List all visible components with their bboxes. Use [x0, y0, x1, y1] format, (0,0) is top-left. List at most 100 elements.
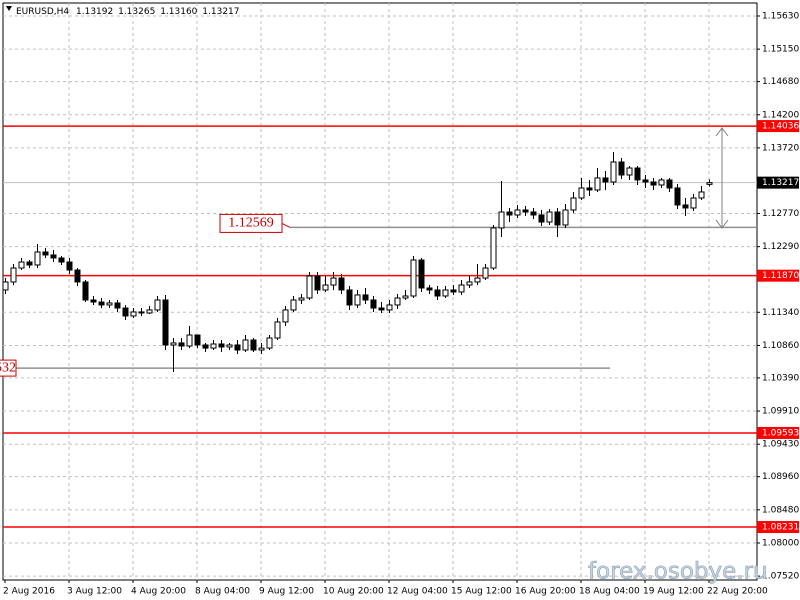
- y-tick-label: 1.07520: [762, 572, 799, 582]
- candle-body: [58, 257, 65, 263]
- candle-body: [402, 295, 409, 299]
- price-label: 1.10532: [0, 360, 16, 375]
- candle-body: [274, 321, 281, 339]
- candle-body: [194, 334, 201, 346]
- candle-body: [498, 211, 505, 229]
- candle-body: [570, 197, 577, 211]
- candle-body: [602, 177, 609, 183]
- candle-body: [562, 209, 569, 226]
- candle-body: [130, 311, 137, 317]
- menu-arrow[interactable]: [6, 6, 12, 11]
- y-tick-label: 1.11340: [762, 308, 799, 318]
- watermark: forex.osobye.ru: [588, 559, 768, 585]
- price-line-connector: [281, 222, 291, 228]
- y-tick-label: 1.14680: [762, 77, 799, 87]
- candle-body: [226, 344, 233, 348]
- y-tick-label: 1.10390: [762, 373, 799, 383]
- x-tick-label: 15 Aug 12:00: [451, 587, 512, 597]
- candle-body: [586, 187, 593, 191]
- level-label: 1.14036: [762, 122, 799, 132]
- candle-body: [442, 289, 449, 297]
- x-tick-label: 8 Aug 04:00: [195, 587, 250, 597]
- candle-body: [706, 182, 713, 185]
- range-arrow: [715, 127, 729, 229]
- candle-body: [114, 302, 121, 309]
- candle-body: [2, 281, 9, 291]
- candle-body: [650, 181, 657, 186]
- level-label: 1.08231: [762, 523, 799, 533]
- candle-body: [466, 281, 473, 286]
- y-tick-label: 1.10860: [762, 341, 799, 351]
- plot-frame: [2, 2, 758, 581]
- candle-body: [322, 284, 329, 291]
- candle-body: [298, 297, 305, 301]
- candle-body: [618, 161, 625, 176]
- x-tick-label: 12 Aug 04:00: [387, 587, 448, 597]
- price-label-box: [0, 359, 17, 377]
- candle-body: [186, 334, 193, 347]
- candle-body: [378, 307, 385, 311]
- candle-body: [170, 342, 177, 346]
- candle-body: [162, 299, 169, 346]
- level-label-box: [757, 120, 799, 133]
- y-tick-label: 1.14200: [762, 110, 799, 120]
- candle-body: [410, 259, 417, 297]
- candle-body: [666, 179, 673, 189]
- candle-body: [426, 287, 433, 291]
- candle-body: [418, 259, 425, 289]
- candle-body: [266, 337, 273, 349]
- level-label: 1.11870: [762, 271, 799, 281]
- plot-layer: 1.15630 1.15150 1.14680 1.14200 1.13720 1.127…: [0, 3, 799, 597]
- candle-body: [338, 277, 345, 291]
- candle-body: [98, 301, 105, 306]
- candle-body: [202, 344, 209, 349]
- candle-body: [26, 261, 33, 266]
- candle-body: [434, 289, 441, 297]
- y-tick-label: 1.08480: [762, 505, 799, 515]
- last-close: 1.13217: [202, 7, 239, 17]
- x-tick-label: 16 Aug 20:00: [515, 587, 576, 597]
- price-label: 1.12569: [228, 216, 274, 231]
- y-tick-label: 1.13720: [762, 143, 799, 153]
- level-label: 1.09593: [762, 428, 799, 438]
- candle-body: [314, 275, 321, 291]
- price-label-box: [219, 213, 283, 233]
- candle-body: [506, 211, 513, 216]
- candle-body: [386, 304, 393, 311]
- candle-body: [546, 211, 553, 223]
- chart-header: EURUSD,H4 1.13192 1.13265 1.13160 1.1321…: [16, 7, 240, 17]
- last-high: 1.13265: [118, 7, 155, 17]
- candle-body: [346, 289, 353, 306]
- candle-body: [490, 227, 497, 269]
- candle-body: [578, 187, 585, 199]
- candle-body: [522, 209, 529, 213]
- candle-body: [330, 277, 337, 286]
- candle-body: [594, 177, 601, 191]
- candle-body: [210, 343, 217, 349]
- candle-body: [514, 209, 521, 216]
- x-tick-label: 2 Aug 2016: [3, 587, 55, 597]
- candle-body: [82, 281, 89, 301]
- x-tick-label: 10 Aug 20:00: [323, 587, 384, 597]
- candle-body: [282, 309, 289, 323]
- y-tick-label: 1.09430: [762, 440, 799, 450]
- candle-body: [106, 302, 113, 306]
- candle-body: [138, 311, 145, 314]
- candle-body: [634, 167, 641, 181]
- candle-body: [66, 261, 73, 271]
- candle-body: [394, 297, 401, 306]
- candle-body: [674, 187, 681, 206]
- candle-body: [370, 299, 377, 309]
- candle-body: [626, 167, 633, 176]
- x-tick-label: 22 Aug 20:00: [707, 587, 768, 597]
- x-tick-label: 3 Aug 12:00: [67, 587, 122, 597]
- candle-body: [154, 299, 161, 311]
- candle-body: [458, 284, 465, 293]
- candle-body: [122, 307, 129, 317]
- candle-body: [50, 254, 57, 259]
- candle-body: [42, 251, 49, 256]
- candle-body: [178, 342, 185, 347]
- symbol: EURUSD,H4: [16, 7, 69, 17]
